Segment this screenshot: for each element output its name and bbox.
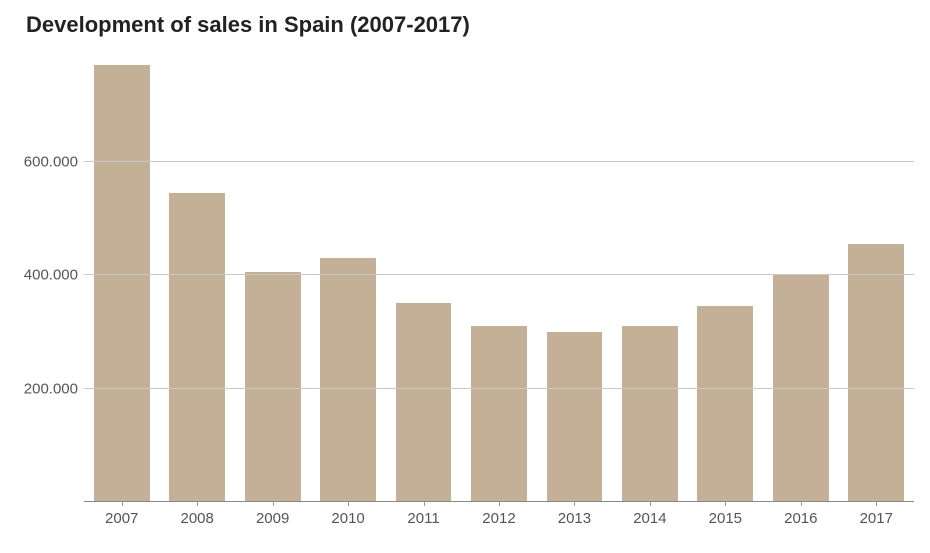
y-tick-label: 600.000 (24, 153, 84, 170)
bar-slot (612, 48, 687, 502)
x-tick (424, 502, 425, 506)
x-axis-label: 2017 (839, 510, 914, 527)
x-tick (348, 502, 349, 506)
x-tick (574, 502, 575, 506)
gridline (84, 388, 914, 389)
bar (169, 193, 225, 502)
x-axis-label: 2016 (763, 510, 838, 527)
bar (320, 258, 376, 502)
x-axis-label: 2011 (386, 510, 461, 527)
x-tick (801, 502, 802, 506)
bar-slot (386, 48, 461, 502)
x-tick (273, 502, 274, 506)
x-axis-label: 2012 (461, 510, 536, 527)
bar (396, 303, 452, 502)
x-axis-label: 2007 (84, 510, 159, 527)
bar-slot (839, 48, 914, 502)
bar-slot (235, 48, 310, 502)
x-tick (650, 502, 651, 506)
x-tick (876, 502, 877, 506)
x-axis-label: 2013 (537, 510, 612, 527)
x-axis-labels: 2007200820092010201120122013201420152016… (84, 510, 914, 527)
bar (94, 65, 150, 502)
bar (547, 332, 603, 502)
x-axis-label: 2009 (235, 510, 310, 527)
bar-slot (461, 48, 536, 502)
y-tick-label: 400.000 (24, 267, 84, 284)
x-axis-line (84, 501, 914, 502)
bar (773, 275, 829, 502)
bar-slot (159, 48, 234, 502)
bar (622, 326, 678, 502)
bars-container (84, 48, 914, 502)
x-tick (122, 502, 123, 506)
x-tick (725, 502, 726, 506)
plot-area: 200.000400.000600.000 (84, 48, 914, 502)
bar-slot (310, 48, 385, 502)
bar (471, 326, 527, 502)
x-tick (197, 502, 198, 506)
chart-title: Development of sales in Spain (2007-2017… (26, 12, 920, 38)
gridline (84, 161, 914, 162)
bar (848, 244, 904, 502)
x-axis-label: 2014 (612, 510, 687, 527)
bar-slot (84, 48, 159, 502)
bar-slot (763, 48, 838, 502)
x-axis-label: 2015 (688, 510, 763, 527)
bar-slot (688, 48, 763, 502)
bar (697, 306, 753, 502)
x-tick (499, 502, 500, 506)
sales-chart: Development of sales in Spain (2007-2017… (0, 0, 930, 553)
x-axis-label: 2010 (310, 510, 385, 527)
bar-slot (537, 48, 612, 502)
y-tick-label: 200.000 (24, 380, 84, 397)
gridline (84, 274, 914, 275)
x-axis-label: 2008 (159, 510, 234, 527)
